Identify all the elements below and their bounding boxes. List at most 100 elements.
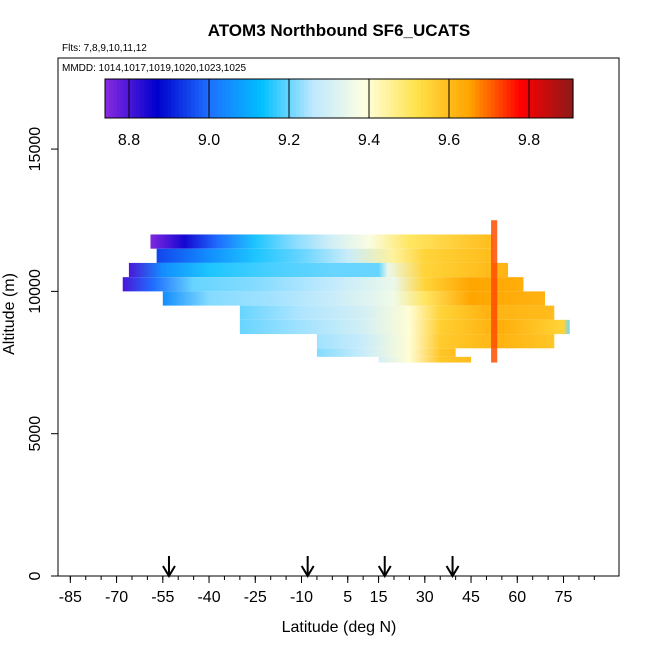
colorbar-swatch <box>268 79 274 118</box>
colorbar-tick-label: 9.4 <box>358 132 380 149</box>
colorbar-swatch <box>381 79 387 118</box>
colorbar-swatch <box>495 79 500 118</box>
x-tick-label: 30 <box>416 589 434 606</box>
colorbar-swatch <box>159 79 165 118</box>
colorbar-swatch <box>276 79 282 118</box>
colorbar-swatch <box>413 79 418 118</box>
colorbar-swatch <box>225 79 231 118</box>
colorbar-swatch <box>467 79 473 118</box>
colorbar-swatch <box>151 79 157 118</box>
colorbar-swatch <box>471 79 477 118</box>
colorbar-swatch <box>428 79 434 118</box>
colorbar-swatch <box>163 79 168 118</box>
colorbar-swatch <box>350 79 356 118</box>
colorbar-swatch <box>140 79 145 118</box>
colorbar-swatch <box>405 79 410 118</box>
colorbar-swatch <box>315 79 321 118</box>
data-band <box>239 319 570 335</box>
x-tick-label: 15 <box>370 589 388 606</box>
colorbar-swatch <box>459 79 465 118</box>
colorbar-swatch <box>561 79 566 118</box>
colorbar-swatch <box>167 79 172 118</box>
colorbar-swatch <box>198 79 204 118</box>
y-tick-label: 15000 <box>27 127 44 172</box>
colorbar-swatch <box>370 79 375 118</box>
colorbar-swatch <box>245 79 250 118</box>
x-tick-label: -55 <box>151 589 174 606</box>
colorbar-swatch <box>385 79 391 118</box>
colorbar-swatch <box>218 79 223 118</box>
data-band <box>239 305 555 320</box>
data-band <box>156 248 493 263</box>
colorbar-tick-label: 9.8 <box>518 132 540 149</box>
colorbar-swatch <box>229 79 235 118</box>
colorbar-swatch <box>436 79 441 118</box>
colorbar-swatch <box>284 79 289 118</box>
colorbar-swatch <box>354 79 360 118</box>
data-band <box>316 348 456 357</box>
colorbar-swatch <box>292 79 297 118</box>
colorbar-swatch <box>272 79 278 118</box>
data-band <box>316 334 555 349</box>
colorbar-swatch <box>253 79 258 118</box>
colorbar-swatch <box>549 79 555 118</box>
colorbar-swatch <box>456 79 461 118</box>
data-band <box>122 277 524 292</box>
colorbar-swatch <box>452 79 457 118</box>
colorbar-swatch <box>483 79 488 118</box>
profile-strip <box>491 220 498 363</box>
data-band <box>128 262 509 278</box>
colorbar-swatch <box>257 79 262 118</box>
colorbar-swatch <box>335 79 340 118</box>
colorbar-swatch <box>487 79 492 118</box>
x-axis: -85 -70 -55 -40 -25 -10 5 15 30 45 60 75 <box>59 576 595 606</box>
colorbar-swatch <box>463 79 469 118</box>
colorbar-swatch <box>346 79 352 118</box>
colorbar-swatch <box>514 79 519 118</box>
colorbar-swatch <box>144 79 149 118</box>
colorbar-swatch <box>417 79 422 118</box>
colorbar-swatch <box>120 79 126 118</box>
x-tick-label: -40 <box>197 589 220 606</box>
colorbar-swatch <box>241 79 246 118</box>
y-axis: 0 5000 10000 15000 <box>27 127 58 580</box>
data-band <box>378 356 472 363</box>
data-band <box>162 291 546 306</box>
colorbar-swatch <box>237 79 243 118</box>
colorbar-swatch <box>222 79 227 118</box>
colorbar-swatch <box>479 79 484 118</box>
colorbar-swatch <box>112 79 118 118</box>
colorbar-swatch <box>210 79 215 118</box>
data-band <box>150 234 493 249</box>
colorbar-swatch <box>171 79 176 118</box>
plot-frame <box>57 57 620 577</box>
colorbar-swatch <box>448 79 453 118</box>
colorbar-swatch <box>249 79 254 118</box>
colorbar-swatch <box>397 79 402 118</box>
colorbar-swatch <box>339 79 344 118</box>
colorbar-swatch <box>183 79 188 118</box>
plot-area <box>122 220 570 578</box>
colorbar-swatch <box>132 79 137 118</box>
colorbar-swatch <box>569 79 574 118</box>
colorbar-swatch <box>186 79 192 118</box>
colorbar-swatch <box>444 79 449 118</box>
colorbar: 8.8 9.0 9.2 9.4 9.6 9.8 <box>104 78 574 149</box>
x-tick-label: 60 <box>508 589 526 606</box>
y-tick-label: 10000 <box>27 269 44 314</box>
x-tick-label: 5 <box>343 589 352 606</box>
colorbar-swatch <box>409 79 414 118</box>
colorbar-swatch <box>264 79 270 118</box>
colorbar-tick-label: 9.6 <box>438 132 460 149</box>
colorbar-swatch <box>362 79 367 118</box>
colorbar-swatch <box>491 79 496 118</box>
colorbar-tick-label: 9.2 <box>278 132 300 149</box>
colorbar-swatch <box>311 79 317 118</box>
colorbar-swatch <box>537 79 543 118</box>
colorbar-swatch <box>498 79 504 118</box>
colorbar-swatch <box>190 79 196 118</box>
colorbar-swatch <box>534 79 539 118</box>
colorbar-swatch <box>202 79 207 118</box>
colorbar-tick-label: 9.0 <box>198 132 220 149</box>
